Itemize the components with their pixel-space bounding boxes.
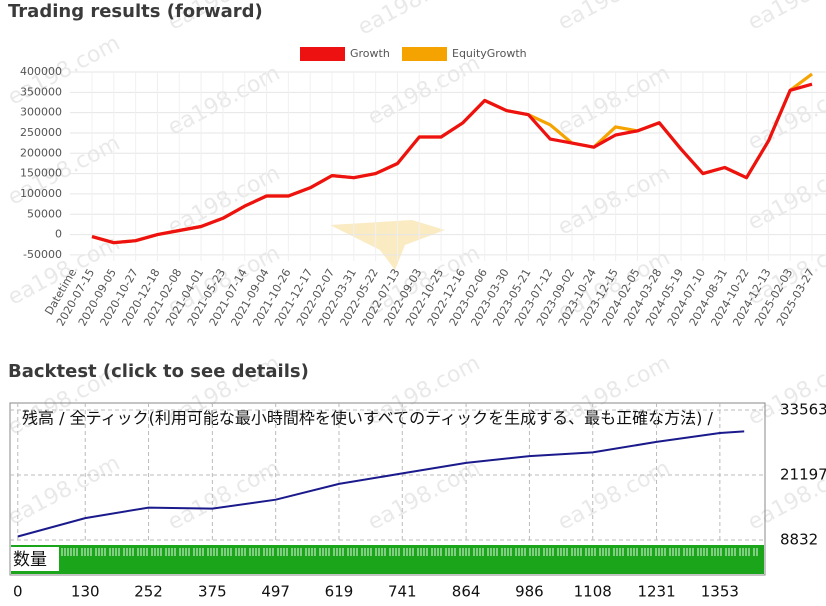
volume-label: 数量 xyxy=(13,550,47,570)
watermark: ea198.com xyxy=(744,0,826,36)
plot-frame xyxy=(9,402,766,576)
y-tick-label: 300000 xyxy=(20,106,62,119)
x-tick-label: 1108 xyxy=(574,583,612,601)
legend-label: EquityGrowth xyxy=(452,47,527,60)
x-tick-label: 0 xyxy=(13,583,23,601)
legend-label: Growth xyxy=(350,47,390,60)
y-tick-label: 21197 xyxy=(780,466,826,484)
x-tick-label: 619 xyxy=(325,583,354,601)
y-tick-label: 350000 xyxy=(20,85,62,98)
x-tick-label: 375 xyxy=(198,583,227,601)
chart-title[interactable]: Backtest (click to see details) xyxy=(8,361,309,382)
legend-swatch xyxy=(402,47,447,61)
watermark: ea198.com xyxy=(4,451,124,531)
watermark: ea198.com xyxy=(744,76,826,156)
watermark: ea198.com xyxy=(554,0,674,36)
volume-lines xyxy=(61,548,758,556)
watermark: ea198.com xyxy=(744,351,826,431)
watermark: ea198.com xyxy=(354,0,474,41)
y-tick-label: 150000 xyxy=(20,167,62,180)
y-tick-label: 400000 xyxy=(20,65,62,78)
x-tick-label: 1353 xyxy=(701,583,739,601)
y-tick-label: 33563 xyxy=(780,401,826,419)
y-tick-label: 200000 xyxy=(20,146,62,159)
x-tick-label: 252 xyxy=(134,583,163,601)
series-line xyxy=(17,430,745,538)
y-tick-label: 250000 xyxy=(20,126,62,139)
annotation: 残高 / 全ティック(利用可能な最小時間枠を使いすべてのティックを生成する、最も… xyxy=(22,409,713,428)
y-tick-label: 0 xyxy=(55,228,62,241)
y-tick-label: 100000 xyxy=(20,187,62,200)
logo xyxy=(330,220,445,270)
volume-band xyxy=(11,545,764,574)
x-tick-label: 497 xyxy=(261,583,290,601)
volume-label-bg xyxy=(11,547,59,571)
watermark: ea198.com xyxy=(164,456,284,536)
series-line xyxy=(91,82,813,245)
x-tick-label: 986 xyxy=(515,583,544,601)
x-tick-label: 1231 xyxy=(637,583,675,601)
y-tick-label: 8832 xyxy=(780,530,818,548)
y-tick-label: 50000 xyxy=(27,207,62,220)
x-tick-label: 741 xyxy=(388,583,417,601)
y-tick-label: -50000 xyxy=(23,248,62,261)
watermark: ea198.com xyxy=(744,156,826,236)
x-tick-label: 130 xyxy=(71,583,100,601)
chart-title: Trading results (forward) xyxy=(8,1,263,22)
x-tick-label: 864 xyxy=(452,583,481,601)
legend-swatch xyxy=(300,47,345,61)
